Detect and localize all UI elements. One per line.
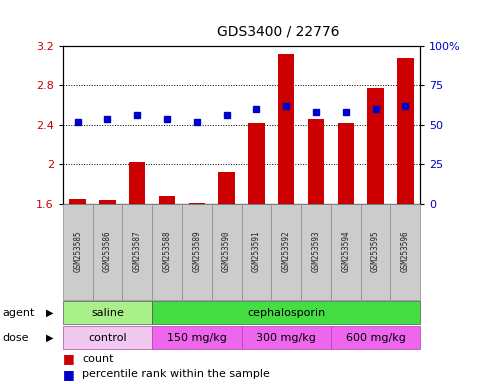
Text: GSM253591: GSM253591 (252, 231, 261, 272)
Text: dose: dose (2, 333, 29, 343)
Bar (159, 196, 175, 204)
Bar (99, 200, 115, 204)
Text: agent: agent (2, 308, 35, 318)
Text: ■: ■ (63, 353, 74, 366)
Text: GSM253593: GSM253593 (312, 231, 320, 272)
Text: ■: ■ (63, 368, 74, 381)
Bar (368, 88, 384, 204)
Text: GSM253595: GSM253595 (371, 231, 380, 272)
Text: GSM253589: GSM253589 (192, 231, 201, 272)
Bar (278, 54, 294, 204)
Text: GSM253586: GSM253586 (103, 231, 112, 272)
Text: cephalosporin: cephalosporin (247, 308, 326, 318)
Bar (70, 199, 86, 204)
Text: percentile rank within the sample: percentile rank within the sample (82, 369, 270, 379)
Text: GSM253590: GSM253590 (222, 231, 231, 272)
Text: saline: saline (91, 308, 124, 318)
Text: 600 mg/kg: 600 mg/kg (346, 333, 405, 343)
Text: ▶: ▶ (46, 333, 54, 343)
Bar (129, 162, 145, 204)
Text: 300 mg/kg: 300 mg/kg (256, 333, 316, 343)
Text: GSM253596: GSM253596 (401, 231, 410, 272)
Bar (338, 123, 354, 204)
Text: GSM253585: GSM253585 (73, 231, 82, 272)
Text: count: count (82, 354, 114, 364)
Bar (397, 58, 413, 204)
Bar (308, 119, 324, 204)
Text: ▶: ▶ (46, 308, 54, 318)
Text: GDS3400 / 22776: GDS3400 / 22776 (217, 25, 340, 38)
Text: 150 mg/kg: 150 mg/kg (167, 333, 227, 343)
Text: GSM253587: GSM253587 (133, 231, 142, 272)
Bar (248, 123, 265, 204)
Text: control: control (88, 333, 127, 343)
Text: GSM253592: GSM253592 (282, 231, 291, 272)
Text: GSM253594: GSM253594 (341, 231, 350, 272)
Bar (189, 202, 205, 204)
Bar (218, 172, 235, 204)
Text: GSM253588: GSM253588 (163, 231, 171, 272)
